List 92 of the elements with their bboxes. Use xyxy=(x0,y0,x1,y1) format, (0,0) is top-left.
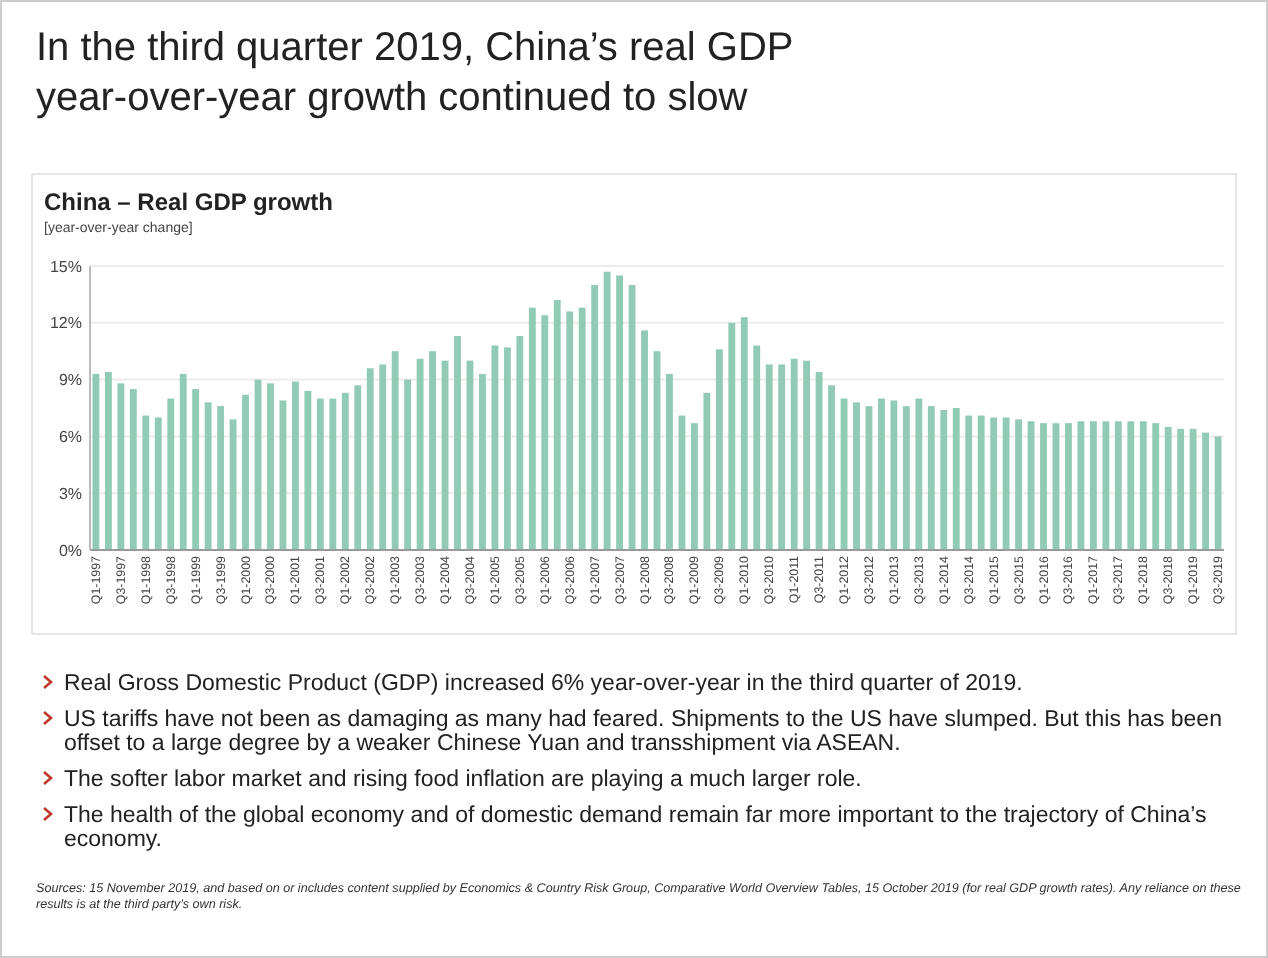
bar xyxy=(1002,417,1010,550)
bar xyxy=(117,383,125,550)
bar xyxy=(616,275,624,550)
chart-subtitle: China – Real GDP growth xyxy=(44,188,333,216)
bar xyxy=(853,402,860,550)
y-tick-label: 6% xyxy=(58,428,82,446)
bar xyxy=(242,394,249,550)
bar xyxy=(1065,423,1072,550)
bar xyxy=(204,402,212,550)
bar xyxy=(578,307,586,550)
bar xyxy=(790,358,798,550)
y-tick-label: 9% xyxy=(58,371,82,390)
bar xyxy=(154,417,162,550)
bar xyxy=(391,351,399,550)
bar xyxy=(316,398,324,550)
bar xyxy=(703,392,711,550)
bar xyxy=(304,390,312,550)
bar xyxy=(753,345,761,550)
bar xyxy=(192,389,200,550)
bar xyxy=(965,415,973,550)
bar xyxy=(404,379,412,550)
bar xyxy=(516,336,524,550)
bar xyxy=(990,417,998,550)
text: Real Gross Domestic Product (GDP) increased 6% year-over-year in the third quarter of 2019. xyxy=(64,672,1023,696)
bar xyxy=(815,372,823,550)
chart-title: In the third quarter 2019, China’s real GDP year-over-year growth continued to slow xyxy=(36,26,794,120)
bar xyxy=(341,392,349,550)
bar xyxy=(217,406,225,550)
bar xyxy=(179,373,187,550)
bar xyxy=(1089,421,1097,550)
bar xyxy=(366,368,374,550)
bar xyxy=(379,364,387,550)
bar xyxy=(828,385,835,550)
bar xyxy=(1177,428,1185,550)
bar xyxy=(1152,423,1160,550)
bar xyxy=(1077,421,1085,550)
bar xyxy=(1202,432,1210,550)
bar xyxy=(977,415,985,550)
bar xyxy=(129,389,137,550)
bar xyxy=(229,419,237,550)
y-tick-label: 3% xyxy=(58,484,82,503)
bar xyxy=(142,415,150,550)
bar xyxy=(479,373,486,550)
bar xyxy=(878,398,885,550)
bar xyxy=(1189,428,1197,550)
bar xyxy=(1214,436,1222,550)
bar xyxy=(1114,421,1122,550)
bar xyxy=(641,330,648,550)
bar xyxy=(952,408,960,550)
bar xyxy=(902,406,910,550)
bar xyxy=(1015,419,1023,550)
bar xyxy=(491,345,499,550)
bar xyxy=(915,398,923,550)
text: The health of the global economy and of domestic demand remain far more important to the trajectory of China’s economy. xyxy=(64,804,1208,852)
bar xyxy=(690,423,698,550)
bar xyxy=(666,373,673,550)
bar xyxy=(291,381,299,550)
bar xyxy=(740,317,748,550)
y-tick-label: 15% xyxy=(49,257,82,276)
bar xyxy=(329,398,337,550)
bar xyxy=(104,372,112,550)
y-tick-label: 12% xyxy=(49,314,82,333)
bar xyxy=(765,364,773,550)
bar xyxy=(603,271,611,550)
bar xyxy=(940,409,948,550)
bar xyxy=(1139,421,1147,550)
y-tick-label: 0% xyxy=(58,541,82,560)
bar xyxy=(416,358,424,550)
text: The softer labor market and rising food inflation are playing a much larger role. xyxy=(64,768,862,792)
bar xyxy=(1164,426,1172,550)
bar xyxy=(354,385,362,550)
bar xyxy=(267,383,274,550)
bar xyxy=(890,400,898,550)
bar xyxy=(778,364,786,550)
bar xyxy=(503,347,511,550)
bar xyxy=(728,322,736,550)
bar xyxy=(566,311,574,550)
bar xyxy=(553,300,561,550)
bar xyxy=(528,307,536,550)
bar xyxy=(92,373,100,550)
bar xyxy=(167,398,175,550)
bar xyxy=(541,315,549,550)
bar xyxy=(429,351,436,550)
bar xyxy=(1127,421,1135,550)
bar xyxy=(591,284,599,550)
bar xyxy=(454,336,461,550)
bar xyxy=(1102,421,1110,550)
bar xyxy=(715,349,723,550)
bar xyxy=(803,360,811,550)
text: US tariffs have not been as damaging as many had feared. Shipments to the US have slumped. But this has been offset to a large degree by a weaker Chinese Yuan and transshipment via ASEAN. xyxy=(64,708,1222,756)
bar xyxy=(1040,423,1047,550)
bar xyxy=(927,406,935,550)
